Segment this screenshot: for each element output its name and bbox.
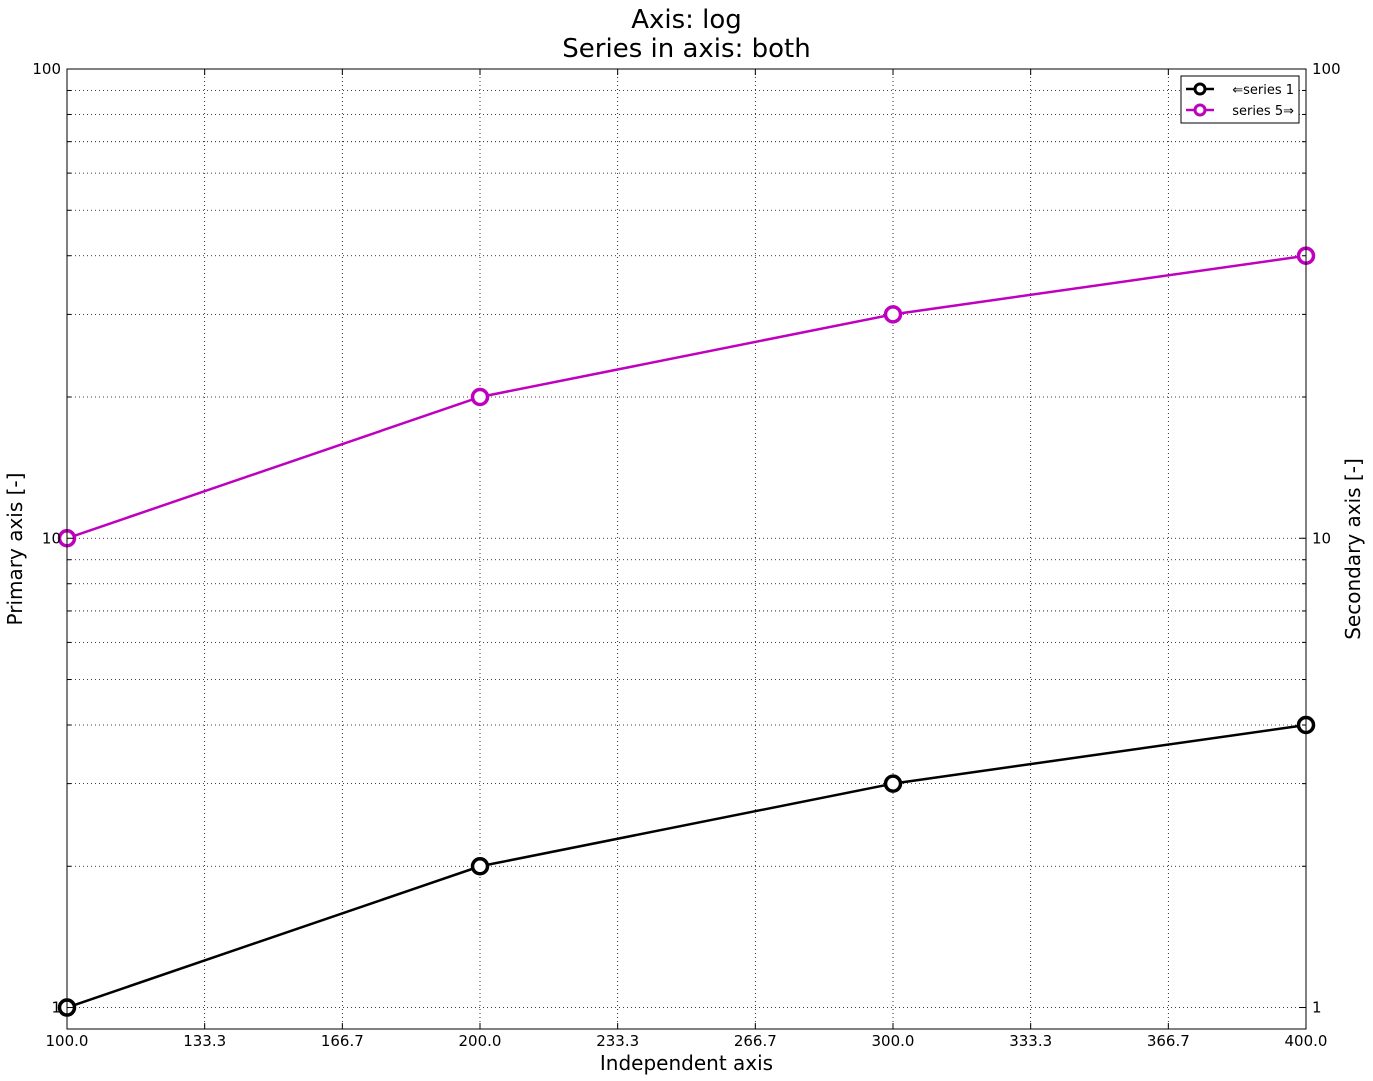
y-tick-label: 1 (51, 999, 61, 1017)
y-tick-label: 100 (32, 60, 61, 78)
x-axis-label: Independent axis (600, 1051, 773, 1075)
x-tick-label: 266.7 (734, 1032, 777, 1050)
legend-marker-series-2 (1193, 103, 1207, 117)
x-tick-label: 400.0 (1285, 1032, 1328, 1050)
x-tick-label: 166.7 (321, 1032, 364, 1050)
series-2-point (470, 387, 490, 407)
y-axis-label: Primary axis [-] (3, 473, 27, 626)
chart-title-line-2: Series in axis: both (562, 34, 810, 64)
series-1-line (66, 723, 1307, 1009)
series-1-point (883, 774, 903, 793)
chart-title-line-1: Axis: log (631, 5, 742, 35)
y2-axis-label: Secondary axis [-] (1341, 458, 1365, 640)
x-tick-label: 200.0 (459, 1032, 502, 1050)
x-tick-label: 300.0 (872, 1032, 915, 1050)
series-1-point (470, 857, 490, 876)
series-2-point (883, 305, 903, 324)
y2-tick-label: 1 (1312, 999, 1322, 1017)
y-tick-label: 10 (42, 529, 61, 547)
x-tick-label: 366.7 (1147, 1032, 1190, 1050)
grid (66, 68, 1307, 1030)
x-tick-label: 100.0 (46, 1032, 89, 1050)
series-layer (57, 246, 1316, 1017)
x-tick-label: 133.3 (183, 1032, 226, 1050)
ticks: 100.0 133.3 166.7 200.0 233.3 266.7 300.0 333.3… (32, 60, 1340, 1050)
series-2-line (66, 254, 1307, 540)
x-tick-label: 333.3 (1009, 1032, 1052, 1050)
legend: ⇐series 1 series 5⇒ (1180, 75, 1300, 124)
y2-tick-label: 10 (1312, 529, 1331, 547)
x-tick-label: 233.3 (596, 1032, 639, 1050)
legend-label-series-2: series 5⇒ (1232, 104, 1294, 119)
legend-label-series-1: ⇐series 1 (1232, 83, 1294, 98)
plot-frame (66, 68, 1307, 1030)
legend-marker-series-1 (1193, 82, 1207, 96)
y2-tick-label: 100 (1312, 60, 1341, 78)
